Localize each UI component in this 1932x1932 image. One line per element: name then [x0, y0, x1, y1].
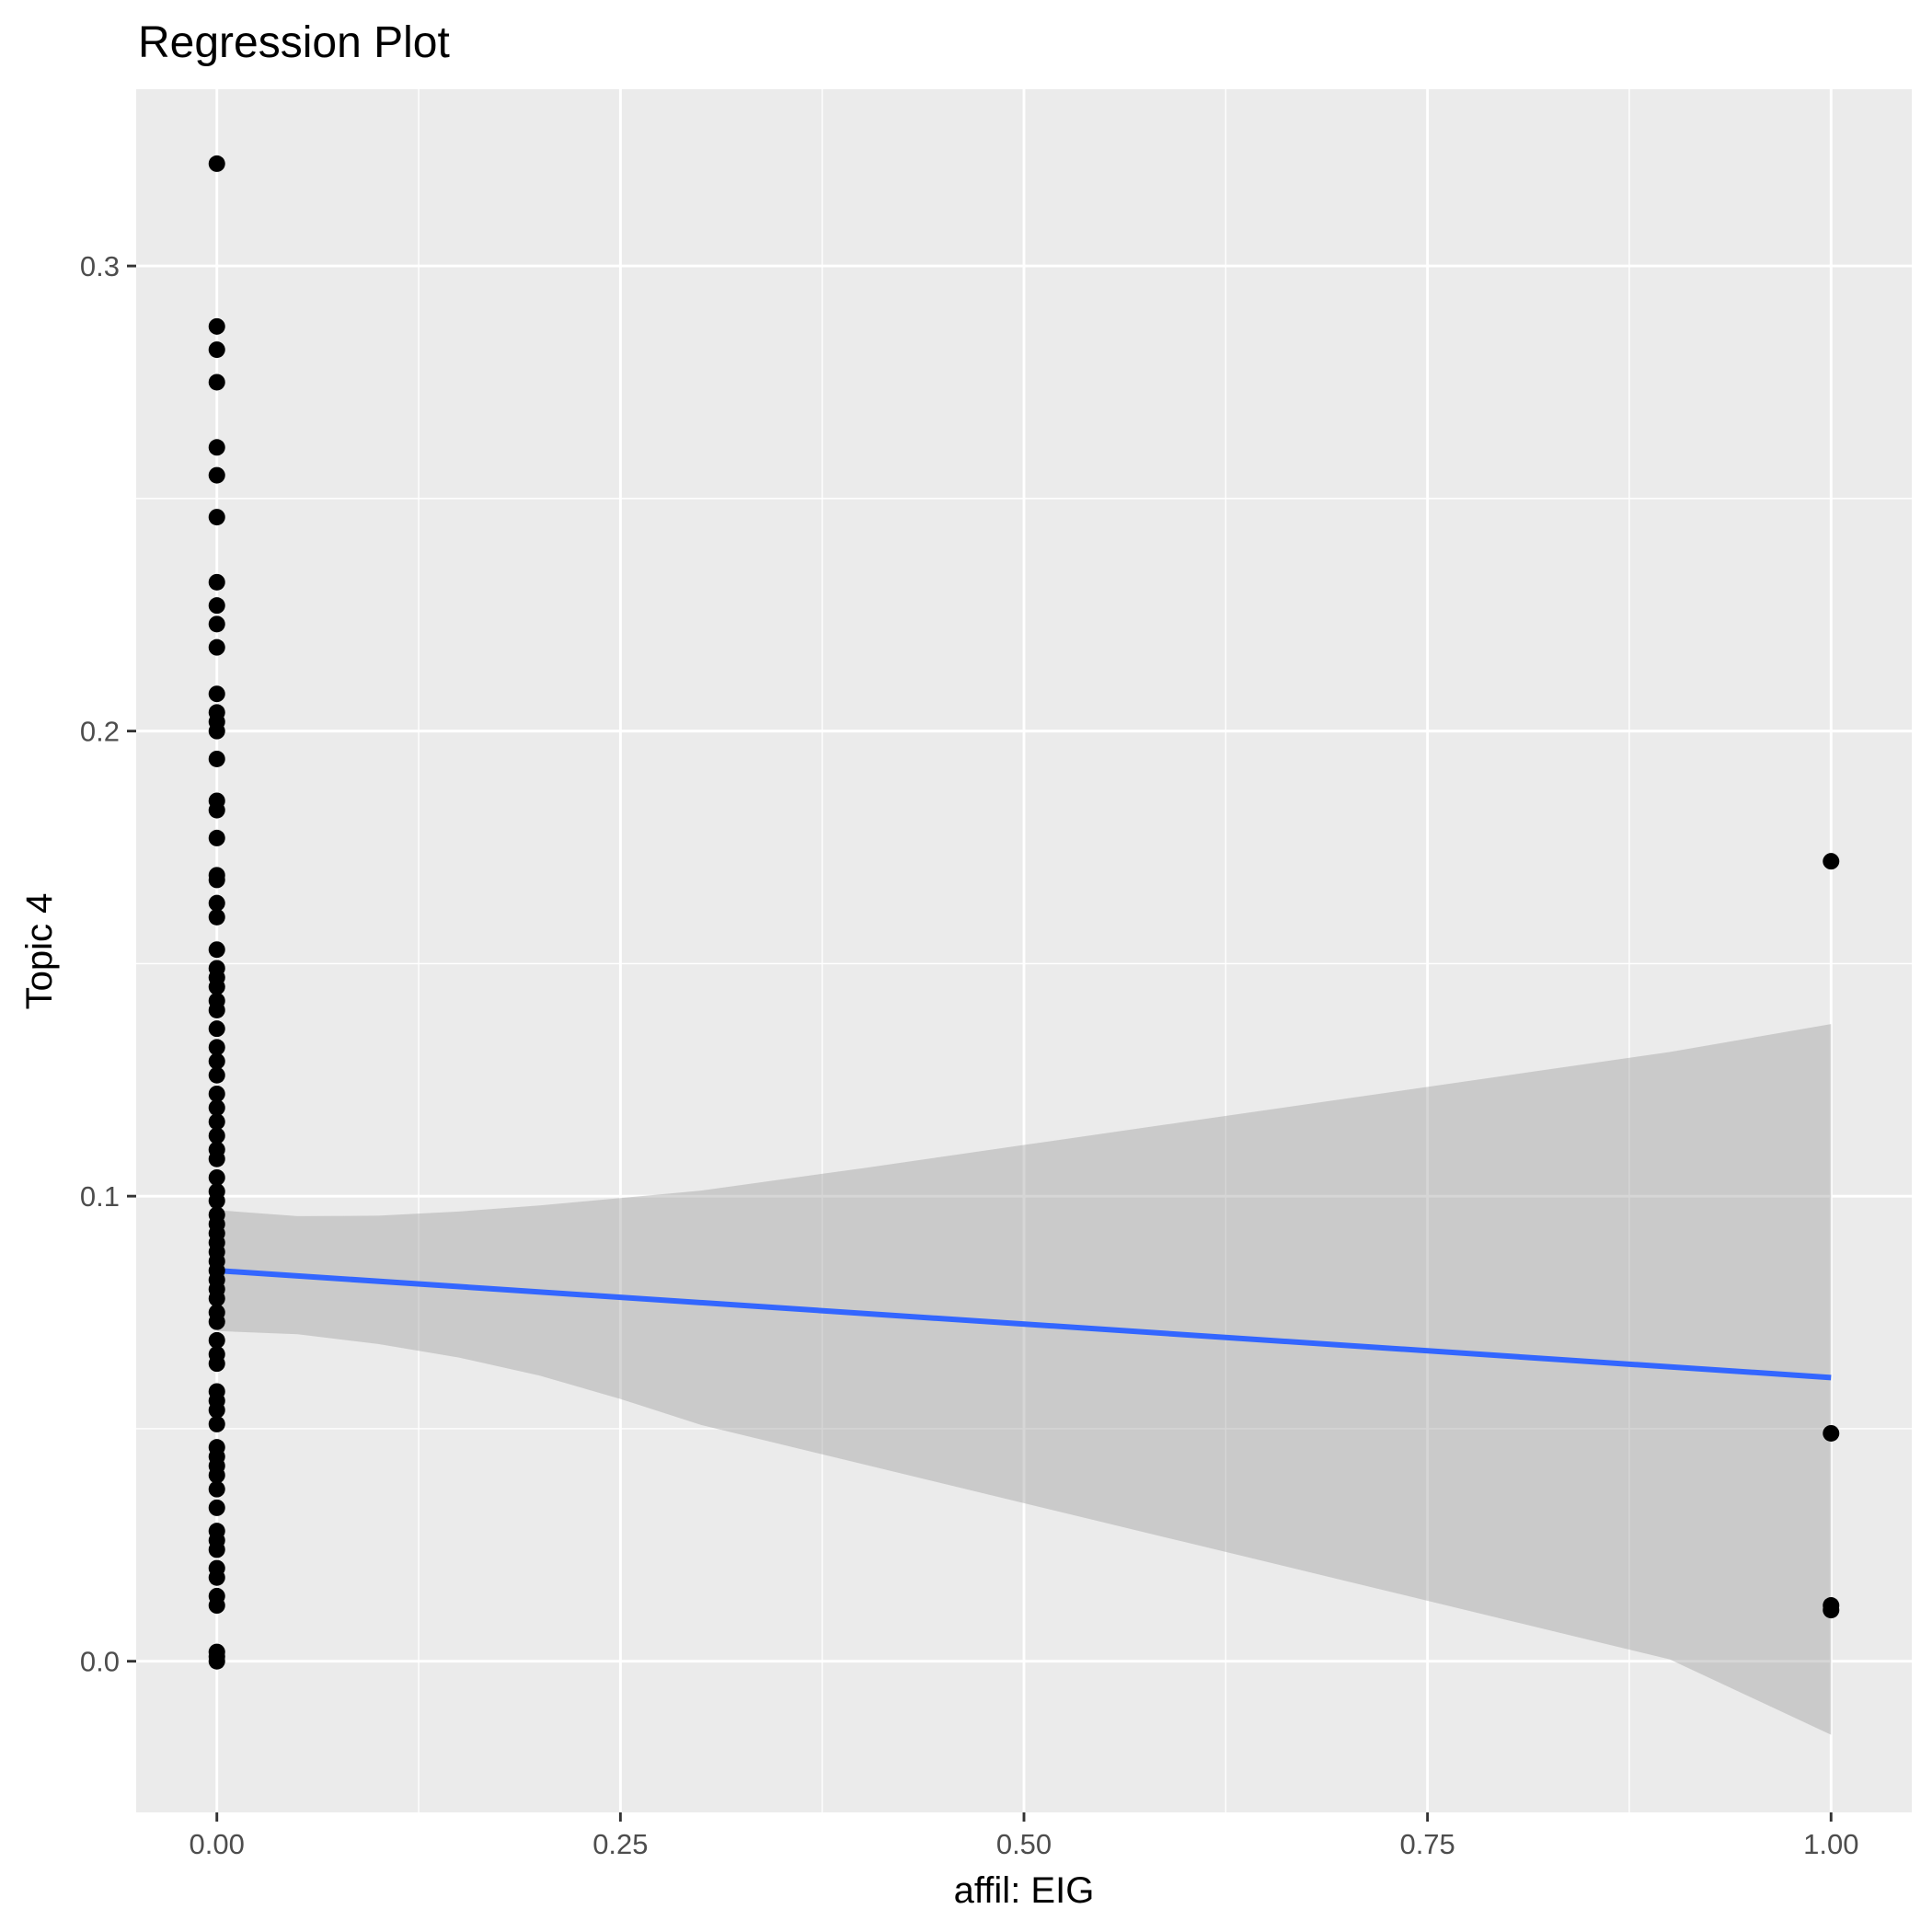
data-point — [208, 1052, 225, 1070]
data-point — [208, 1113, 225, 1131]
y-tick-label: 0.1 — [80, 1180, 120, 1213]
x-tick-label: 0.75 — [1399, 1828, 1455, 1860]
x-axis-ticks: 0.00 0.25 0.50 0.75 1.00 — [190, 1812, 1858, 1860]
data-point — [208, 509, 225, 526]
data-point — [208, 155, 225, 172]
x-axis-title: affil: EIG — [954, 1870, 1095, 1911]
data-point — [208, 1150, 225, 1167]
data-point — [208, 722, 225, 740]
data-point — [208, 1401, 225, 1419]
data-point — [208, 1313, 225, 1330]
x-tick-label: 0.25 — [592, 1828, 648, 1860]
data-point — [208, 1192, 225, 1210]
data-point — [208, 317, 225, 335]
data-point — [208, 941, 225, 959]
data-point — [208, 1099, 225, 1117]
data-point — [208, 597, 225, 615]
data-point — [208, 1652, 225, 1670]
data-point — [208, 466, 225, 484]
data-point — [208, 1020, 225, 1038]
data-point — [208, 1127, 225, 1144]
y-axis-title: Topic 4 — [19, 893, 60, 1010]
data-point — [208, 801, 225, 819]
chart-title: Regression Plot — [138, 18, 450, 67]
data-point — [208, 1085, 225, 1102]
data-point — [1823, 853, 1840, 870]
data-point — [208, 1415, 225, 1432]
data-point — [208, 1499, 225, 1516]
y-axis-ticks: 0.0 0.1 0.2 0.3 — [80, 250, 136, 1678]
data-point — [208, 750, 225, 767]
data-point — [208, 341, 225, 359]
x-tick-label: 0.50 — [996, 1828, 1052, 1860]
data-point — [208, 829, 225, 846]
data-point — [208, 1066, 225, 1084]
data-point — [208, 1290, 225, 1307]
data-point — [208, 871, 225, 889]
data-point — [208, 1480, 225, 1498]
data-points — [208, 155, 1840, 1670]
data-point — [208, 1597, 225, 1615]
data-point — [208, 685, 225, 703]
regression-line — [216, 1268, 1832, 1381]
data-point — [208, 1039, 225, 1056]
data-point — [208, 1569, 225, 1586]
data-point — [208, 1466, 225, 1484]
data-point — [1823, 1602, 1840, 1619]
data-point — [208, 1355, 225, 1373]
data-point — [208, 615, 225, 633]
data-point — [208, 374, 225, 391]
data-point — [208, 439, 225, 456]
y-tick-label: 0.2 — [80, 716, 120, 748]
data-point — [1823, 1424, 1840, 1442]
x-tick-label: 0.00 — [190, 1828, 245, 1860]
confidence-band — [216, 1024, 1832, 1735]
y-tick-label: 0.3 — [80, 250, 120, 282]
data-point — [208, 1331, 225, 1349]
data-point — [208, 638, 225, 656]
data-point — [208, 1001, 225, 1018]
data-point — [208, 573, 225, 591]
y-tick-label: 0.0 — [80, 1646, 120, 1678]
data-point — [208, 1168, 225, 1186]
data-point — [208, 908, 225, 926]
data-point — [208, 894, 225, 912]
data-point — [208, 978, 225, 995]
data-point — [208, 1541, 225, 1558]
x-tick-label: 1.00 — [1803, 1828, 1858, 1860]
